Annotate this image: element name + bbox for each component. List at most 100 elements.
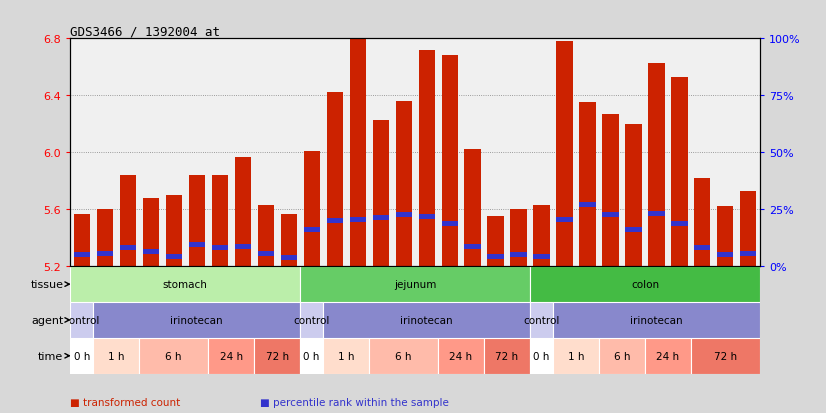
Bar <box>648 63 664 266</box>
Bar <box>557 42 572 266</box>
Bar <box>718 207 733 266</box>
Bar <box>93 302 300 338</box>
Bar <box>188 243 205 248</box>
Bar <box>625 124 642 266</box>
Bar <box>300 302 323 338</box>
Bar <box>139 338 208 374</box>
Bar <box>188 176 205 266</box>
Bar <box>143 250 159 255</box>
Bar <box>530 302 553 338</box>
Bar <box>74 214 90 266</box>
Bar <box>304 152 320 266</box>
Bar <box>97 210 112 266</box>
Bar <box>74 253 90 258</box>
Text: 6 h: 6 h <box>614 351 630 361</box>
Bar <box>438 338 484 374</box>
Bar <box>323 338 369 374</box>
Bar <box>258 251 273 256</box>
Bar <box>487 217 504 266</box>
Text: control: control <box>293 315 330 325</box>
Bar <box>396 213 411 218</box>
Bar <box>369 338 438 374</box>
Bar <box>419 214 434 219</box>
Bar <box>211 176 228 266</box>
Bar <box>442 221 458 226</box>
Bar <box>70 338 93 374</box>
Bar <box>120 176 135 266</box>
Bar <box>695 178 710 266</box>
Bar <box>166 195 182 266</box>
Bar <box>599 338 645 374</box>
Bar <box>208 338 254 374</box>
Text: jejunum: jejunum <box>394 280 436 290</box>
Bar <box>534 254 549 259</box>
Bar <box>602 114 619 266</box>
Bar <box>373 120 388 266</box>
Bar <box>580 103 596 266</box>
Bar <box>373 216 388 221</box>
Bar <box>326 93 343 266</box>
Bar <box>300 338 323 374</box>
Bar <box>281 214 297 266</box>
Bar <box>464 150 481 266</box>
Bar <box>349 217 366 222</box>
Bar <box>625 227 642 232</box>
Bar <box>580 203 596 208</box>
Bar <box>553 302 760 338</box>
Text: 24 h: 24 h <box>220 351 243 361</box>
Text: 24 h: 24 h <box>449 351 472 361</box>
Bar <box>534 206 549 266</box>
Bar <box>718 253 733 258</box>
Bar <box>258 206 273 266</box>
Text: irinotecan: irinotecan <box>401 315 453 325</box>
Text: ■ percentile rank within the sample: ■ percentile rank within the sample <box>260 397 449 407</box>
Bar <box>419 51 434 266</box>
Bar <box>93 338 139 374</box>
Bar <box>442 56 458 266</box>
Text: stomach: stomach <box>163 280 207 290</box>
Bar <box>510 210 526 266</box>
Text: 1 h: 1 h <box>338 351 354 361</box>
Bar <box>740 191 757 266</box>
Text: 6 h: 6 h <box>396 351 412 361</box>
Bar <box>323 302 530 338</box>
Bar <box>691 338 760 374</box>
Bar <box>70 266 300 302</box>
Text: 1 h: 1 h <box>567 351 584 361</box>
Text: 6 h: 6 h <box>165 351 182 361</box>
Bar <box>166 254 182 259</box>
Text: colon: colon <box>631 280 659 290</box>
Bar <box>740 251 757 256</box>
Text: 24 h: 24 h <box>657 351 680 361</box>
Bar <box>530 266 760 302</box>
Text: 1 h: 1 h <box>108 351 125 361</box>
Bar <box>530 338 553 374</box>
Bar <box>211 246 228 251</box>
Bar <box>648 211 664 216</box>
Text: agent: agent <box>31 315 64 325</box>
Text: 72 h: 72 h <box>714 351 737 361</box>
Bar <box>510 253 526 258</box>
Bar <box>304 227 320 232</box>
Text: 72 h: 72 h <box>496 351 519 361</box>
Text: control: control <box>524 315 560 325</box>
Bar <box>235 244 250 249</box>
Bar <box>70 302 93 338</box>
Bar <box>645 338 691 374</box>
Bar <box>602 213 619 218</box>
Bar <box>300 266 530 302</box>
Text: irinotecan: irinotecan <box>170 315 223 325</box>
Text: tissue: tissue <box>31 280 64 290</box>
Text: 0 h: 0 h <box>534 351 549 361</box>
Bar <box>326 218 343 223</box>
Text: 0 h: 0 h <box>303 351 320 361</box>
Bar <box>672 221 687 226</box>
Bar <box>254 338 300 374</box>
Bar <box>484 338 530 374</box>
Text: 0 h: 0 h <box>74 351 90 361</box>
Bar <box>97 251 112 256</box>
Bar <box>464 244 481 249</box>
Bar <box>487 254 504 259</box>
Bar <box>396 102 411 266</box>
Text: ■ transformed count: ■ transformed count <box>70 397 180 407</box>
